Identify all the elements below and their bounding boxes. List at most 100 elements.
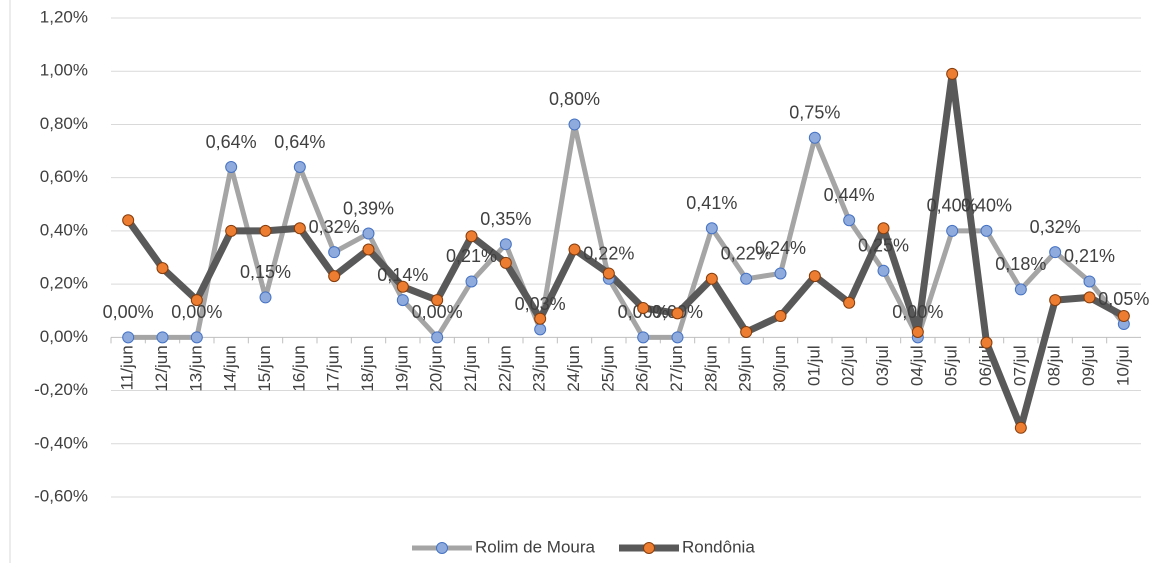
data-label: 0,40% (961, 196, 1012, 216)
data-label: 0,22% (583, 244, 634, 264)
data-point (396, 294, 409, 307)
y-tick-label: 1,20% (40, 7, 88, 26)
data-point (534, 312, 547, 325)
x-tick-label: 20/jun (427, 345, 446, 391)
x-tick-label: 27/jun (667, 345, 686, 391)
x-tick-label: 07/jul (1010, 345, 1029, 386)
x-tick-label: 13/jun (186, 345, 205, 391)
data-point (705, 222, 718, 235)
data-point (1049, 294, 1062, 307)
data-point (465, 230, 478, 243)
y-tick-label: 0,40% (40, 220, 88, 239)
data-point (1014, 421, 1027, 434)
x-tick-label: 15/jun (255, 345, 274, 391)
y-tick-label: -0,20% (34, 380, 88, 399)
data-point (1083, 275, 1096, 288)
data-point (774, 310, 787, 323)
x-tick-label: 11/jun (118, 345, 137, 390)
data-label: 0,05% (1098, 289, 1149, 309)
x-tick-label: 26/jun (633, 345, 652, 391)
x-tick-label: 17/jun (324, 345, 343, 391)
data-point (808, 270, 821, 283)
x-tick-label: 04/jul (907, 345, 926, 386)
y-tick-label: 1,00% (40, 61, 88, 80)
x-tick-label: 24/jun (564, 345, 583, 391)
data-point (671, 307, 684, 320)
data-point (328, 246, 341, 259)
data-point (156, 262, 169, 275)
data-label: 0,14% (377, 265, 428, 285)
legend-label: Rondônia (682, 537, 755, 556)
data-point (156, 331, 169, 344)
data-label: 0,00% (892, 302, 943, 322)
data-point (602, 267, 615, 280)
data-label: 0,35% (480, 209, 531, 229)
data-point (225, 161, 238, 174)
data-label: 0,24% (755, 238, 806, 258)
data-label: 0,22% (721, 244, 772, 264)
x-tick-label: 29/jun (736, 345, 755, 391)
data-point (671, 331, 684, 344)
data-label: 0,18% (995, 254, 1046, 274)
x-tick-label: 02/jul (839, 345, 858, 386)
data-label: 0,00% (171, 302, 222, 322)
data-point (1083, 291, 1096, 304)
data-point (877, 264, 890, 277)
data-point (637, 331, 650, 344)
data-label: 0,39% (343, 198, 394, 218)
data-point (362, 243, 375, 256)
x-tick-label: 22/jun (495, 345, 514, 391)
data-point (362, 227, 375, 240)
x-tick-label: 12/jun (152, 345, 171, 391)
data-label: 0,44% (824, 185, 875, 205)
x-tick-label: 23/jun (530, 345, 549, 391)
data-point (843, 214, 856, 227)
data-point (774, 267, 787, 280)
y-tick-label: -0,40% (34, 433, 88, 452)
data-point (122, 214, 135, 227)
data-label: 0,40% (927, 196, 978, 216)
data-point (499, 256, 512, 269)
data-point (431, 331, 444, 344)
x-tick-label: 10/jul (1113, 345, 1132, 386)
data-point (190, 331, 203, 344)
data-point (843, 296, 856, 309)
x-tick-label: 30/jun (770, 345, 789, 391)
data-point (431, 294, 444, 307)
data-label: 0,64% (206, 132, 257, 152)
x-tick-label: 25/jun (598, 345, 617, 391)
data-label: 0,00% (103, 302, 154, 322)
data-point (293, 222, 306, 235)
data-point (534, 323, 547, 336)
legend-marker (643, 542, 655, 554)
data-point (1049, 246, 1062, 259)
legend-marker (436, 542, 448, 554)
x-tick-label: 28/jun (701, 345, 720, 391)
data-label: 0,00% (412, 302, 463, 322)
data-point (980, 224, 993, 237)
x-tick-label: 01/jul (804, 345, 823, 386)
x-tick-label: 05/jul (942, 345, 961, 386)
data-label: 0,80% (549, 89, 600, 109)
data-point (499, 238, 512, 251)
x-tick-label: 19/jun (392, 345, 411, 391)
data-point (740, 326, 753, 339)
data-point (946, 224, 959, 237)
data-point (465, 275, 478, 288)
data-point (740, 272, 753, 285)
data-point (225, 224, 238, 237)
data-point (980, 336, 993, 349)
y-tick-label: 0,20% (40, 274, 88, 293)
data-point (122, 331, 135, 344)
data-point (808, 131, 821, 144)
data-point (946, 67, 959, 80)
y-tick-label: -0,60% (34, 486, 88, 505)
y-tick-label: 0,60% (40, 167, 88, 186)
data-point (259, 291, 272, 304)
data-label: 0,03% (515, 294, 566, 314)
x-tick-label: 09/jul (1079, 345, 1098, 386)
data-point (1014, 283, 1027, 296)
data-label: 0,21% (446, 246, 497, 266)
x-tick-label: 18/jun (358, 345, 377, 391)
data-label: 0,41% (686, 193, 737, 213)
